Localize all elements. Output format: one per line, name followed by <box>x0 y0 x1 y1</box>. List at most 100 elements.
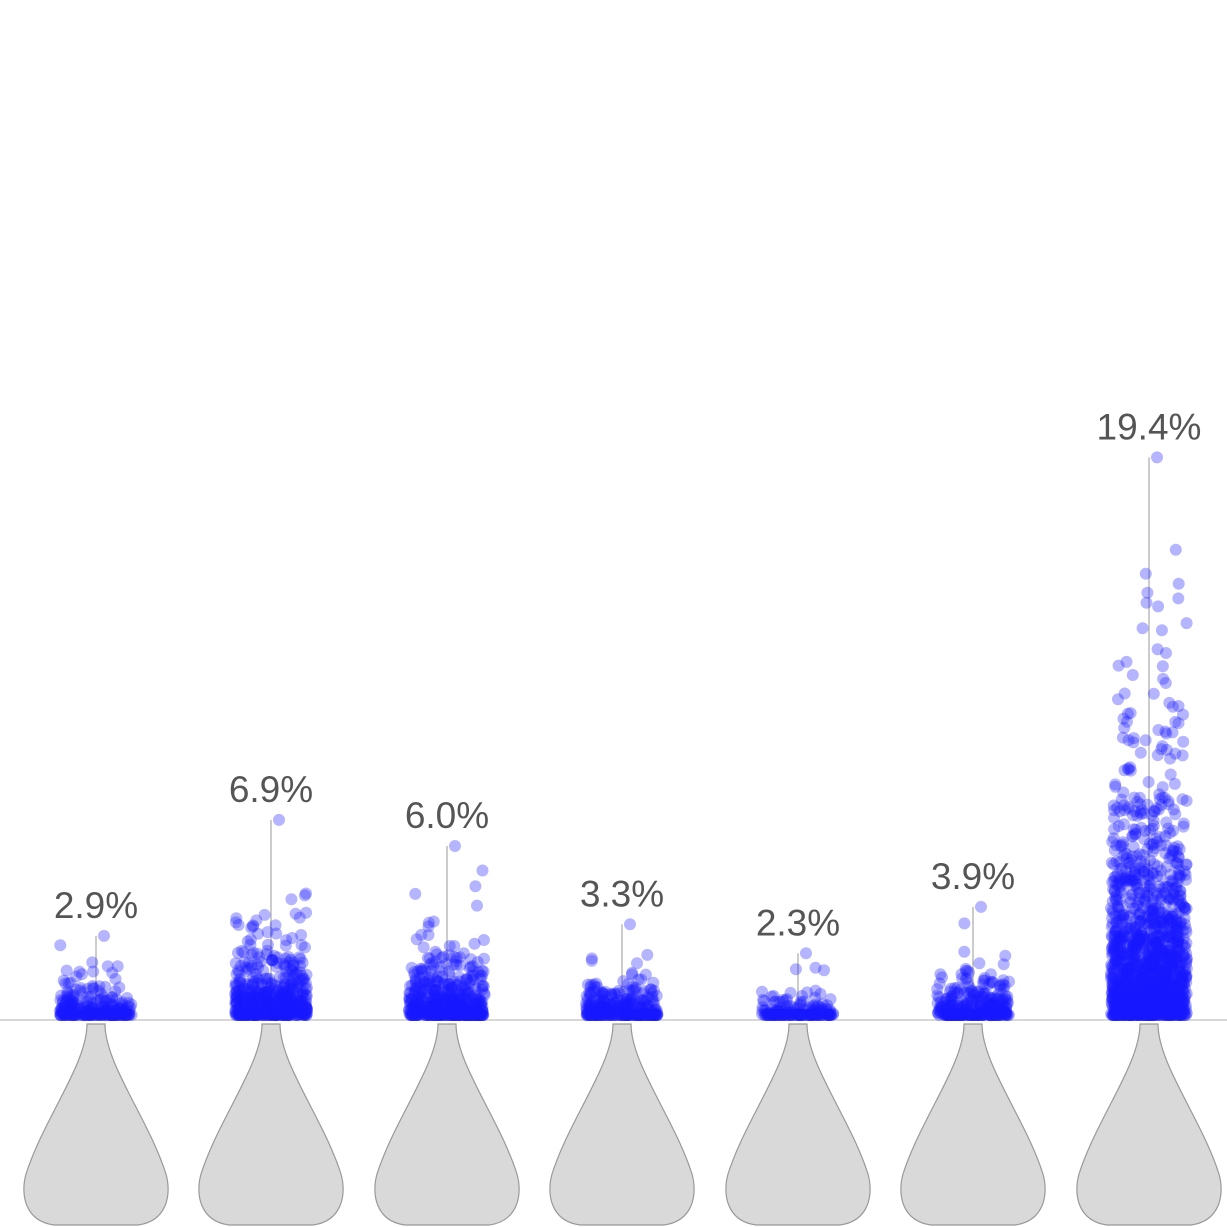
data-point <box>276 981 289 994</box>
data-point <box>101 960 114 973</box>
data-point <box>631 957 643 970</box>
data-point <box>56 1007 68 1020</box>
data-point <box>235 1000 247 1013</box>
data-point <box>450 1001 463 1014</box>
data-point <box>233 976 246 989</box>
data-point <box>460 1009 473 1021</box>
data-point <box>76 1006 88 1019</box>
data-point <box>469 1009 482 1021</box>
data-point <box>230 997 243 1010</box>
data-point <box>252 961 265 974</box>
data-point <box>440 957 453 970</box>
data-point <box>1000 1007 1013 1020</box>
data-point <box>270 1009 283 1021</box>
data-point <box>624 918 636 931</box>
data-point <box>403 1003 416 1016</box>
data-point <box>472 966 485 979</box>
data-point <box>635 973 648 986</box>
violin-3 <box>374 1023 520 1226</box>
data-point <box>86 980 99 992</box>
data-point <box>470 1007 483 1020</box>
data-point <box>300 887 312 900</box>
data-point <box>93 980 106 993</box>
data-point <box>73 993 86 1006</box>
data-point <box>404 980 417 992</box>
data-point <box>453 1009 466 1021</box>
data-point <box>462 988 475 1001</box>
data-point <box>446 981 459 994</box>
data-point <box>279 994 291 1007</box>
data-point <box>442 985 455 998</box>
max-label-2: 6.9% <box>229 769 313 810</box>
data-point <box>429 955 442 968</box>
data-point <box>269 979 282 992</box>
data-point <box>245 1000 258 1013</box>
data-point <box>800 1009 813 1021</box>
data-point <box>1156 928 1169 941</box>
data-point <box>276 1009 289 1021</box>
data-point <box>459 987 472 1000</box>
data-point <box>122 1008 135 1021</box>
data-point <box>275 991 288 1004</box>
data-point <box>78 1008 91 1021</box>
data-point <box>251 1009 264 1021</box>
data-point <box>264 1006 277 1019</box>
data-point <box>59 1009 72 1021</box>
data-point <box>253 992 266 1005</box>
data-point <box>62 1006 75 1019</box>
data-point <box>1146 866 1159 879</box>
data-point <box>84 1008 97 1021</box>
data-point <box>463 977 476 990</box>
data-point <box>253 991 266 1004</box>
data-point <box>248 1001 260 1014</box>
data-point <box>249 984 261 997</box>
data-point <box>87 997 100 1010</box>
data-point <box>262 938 274 951</box>
data-point <box>476 1005 489 1018</box>
data-point <box>62 987 75 1000</box>
data-point <box>250 1002 263 1015</box>
data-point <box>417 941 430 954</box>
data-point <box>475 1007 488 1020</box>
data-point <box>292 1004 305 1017</box>
data-point <box>232 1009 245 1021</box>
data-point <box>110 1004 123 1017</box>
data-point <box>449 1009 462 1021</box>
data-point <box>445 982 458 995</box>
data-point <box>246 983 259 996</box>
data-point <box>1108 823 1121 836</box>
data-point <box>276 986 289 999</box>
data-point <box>420 996 433 1009</box>
data-point <box>238 996 251 1009</box>
violin-4 <box>549 1023 695 1226</box>
data-point <box>95 1001 108 1014</box>
data-point <box>472 1006 485 1019</box>
data-point <box>95 1009 108 1021</box>
data-point <box>428 1009 441 1021</box>
data-point <box>290 966 303 979</box>
data-point <box>80 1004 92 1017</box>
data-point <box>596 1009 609 1021</box>
data-point <box>476 1003 489 1016</box>
data-point <box>447 1009 460 1021</box>
data-point <box>287 978 300 991</box>
data-point <box>57 1001 70 1014</box>
data-point <box>291 1001 304 1014</box>
data-point <box>446 997 459 1010</box>
data-point <box>641 948 654 961</box>
data-point <box>465 990 478 1003</box>
data-point <box>431 975 443 988</box>
data-point <box>445 980 458 993</box>
data-point <box>241 1009 254 1021</box>
data-point <box>443 996 455 1009</box>
data-point <box>412 998 425 1011</box>
data-point <box>229 1007 242 1019</box>
data-point <box>300 1009 313 1021</box>
data-point <box>415 965 428 978</box>
data-point <box>109 973 122 985</box>
data-point <box>68 1009 81 1021</box>
data-point <box>951 987 964 1000</box>
data-point <box>431 1009 444 1021</box>
data-point <box>300 981 313 994</box>
data-point <box>420 1005 433 1017</box>
